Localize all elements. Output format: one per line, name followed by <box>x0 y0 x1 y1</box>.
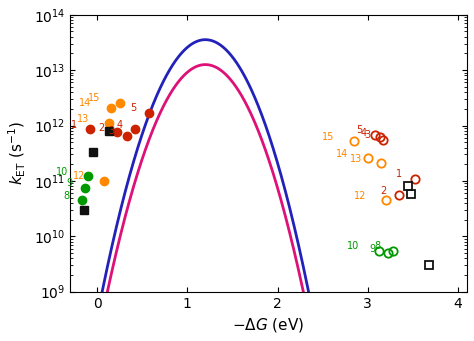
Text: 13: 13 <box>77 114 90 124</box>
Text: 2: 2 <box>381 186 387 196</box>
Text: 4: 4 <box>116 120 122 130</box>
Text: 4: 4 <box>361 128 367 138</box>
Text: 5: 5 <box>356 125 363 135</box>
Text: 15: 15 <box>88 93 100 103</box>
Text: 15: 15 <box>322 132 335 142</box>
Text: 2: 2 <box>98 123 104 133</box>
Text: 10: 10 <box>56 167 69 177</box>
Text: 13: 13 <box>350 154 362 164</box>
Text: 8: 8 <box>63 191 69 201</box>
Text: 8: 8 <box>374 241 381 251</box>
Y-axis label: $k_{\mathrm{ET}}$ (s$^{-1}$): $k_{\mathrm{ET}}$ (s$^{-1}$) <box>7 121 28 185</box>
Text: 9: 9 <box>67 178 73 189</box>
Text: 5: 5 <box>131 103 137 113</box>
Text: 12: 12 <box>354 191 366 201</box>
Text: 1: 1 <box>396 169 402 179</box>
Text: 3: 3 <box>108 127 114 136</box>
Text: 14: 14 <box>336 149 348 159</box>
Text: 12: 12 <box>73 172 85 181</box>
Text: 3: 3 <box>365 131 371 140</box>
Text: 9: 9 <box>369 243 375 254</box>
Text: 14: 14 <box>79 98 91 108</box>
Text: 10: 10 <box>347 241 359 251</box>
Text: 1: 1 <box>71 120 77 130</box>
X-axis label: $-\Delta G$ (eV): $-\Delta G$ (eV) <box>232 316 305 334</box>
